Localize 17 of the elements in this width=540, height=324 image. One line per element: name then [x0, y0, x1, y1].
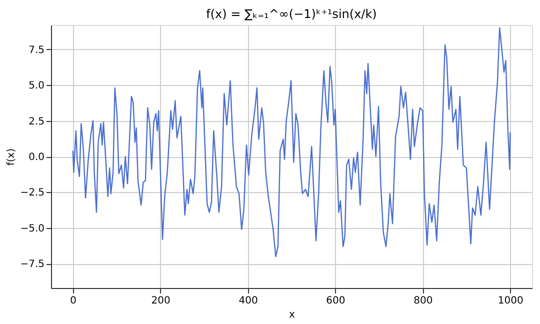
x-tick-label: 600 [326, 296, 346, 306]
y-tick-label: −2.5 [20, 188, 44, 199]
y-tick-label: 5.0 [28, 80, 44, 92]
y-axis-title: f(x) [6, 148, 18, 166]
y-tick-label: −7.5 [20, 259, 44, 270]
x-tick-label: 0 [70, 296, 77, 306]
y-tick-label: 0.0 [28, 152, 44, 163]
x-tick-label: 200 [151, 296, 170, 306]
chart-title: f(x) = ∑ₖ₌₁^∞(−1)ᵏ⁺¹sin(x/k) [206, 7, 377, 21]
x-tick-label: 1000 [498, 296, 524, 306]
y-tick-label: 2.5 [28, 116, 44, 128]
x-axis-title: x [289, 310, 296, 320]
x-tick-label: 800 [414, 296, 433, 306]
y-tick-label: 7.5 [28, 44, 44, 56]
line-series [72, 27, 511, 258]
x-tick-label: 400 [238, 296, 258, 306]
y-tick-label: −5.0 [20, 223, 44, 234]
